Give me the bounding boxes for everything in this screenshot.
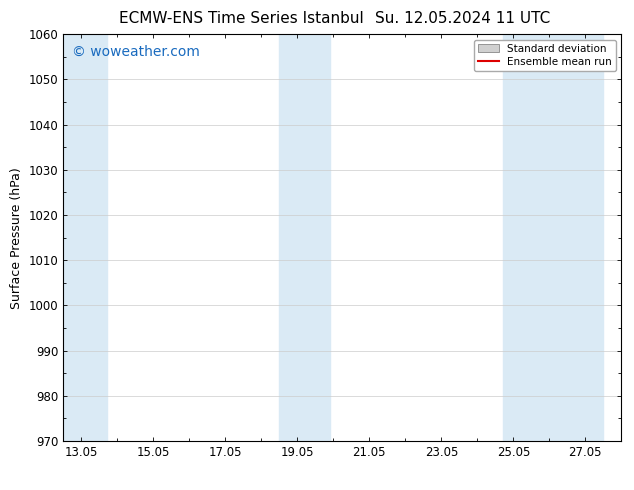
Legend: Standard deviation, Ensemble mean run: Standard deviation, Ensemble mean run xyxy=(474,40,616,71)
Text: ECMW-ENS Time Series Istanbul: ECMW-ENS Time Series Istanbul xyxy=(119,11,363,26)
Bar xyxy=(503,34,604,441)
Text: Su. 12.05.2024 11 UTC: Su. 12.05.2024 11 UTC xyxy=(375,11,550,26)
Bar xyxy=(63,34,107,441)
Text: © woweather.com: © woweather.com xyxy=(72,45,200,58)
Bar xyxy=(280,34,330,441)
Y-axis label: Surface Pressure (hPa): Surface Pressure (hPa) xyxy=(10,167,23,309)
